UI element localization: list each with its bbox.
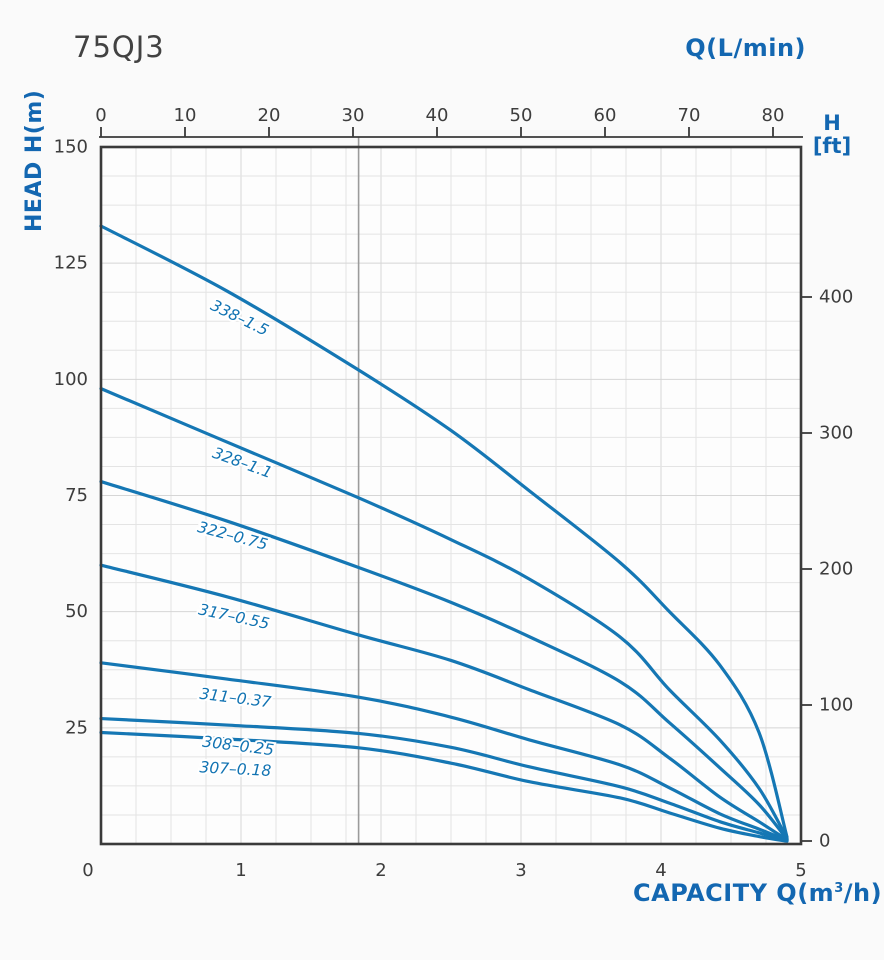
right-axis-title-line1: H [823,111,841,135]
svg-text:100: 100 [54,369,88,390]
left-axis: 150 125 100 75 50 25 [54,137,88,739]
bottom-axis-title-sup: 3 [834,881,844,896]
right-axis: 400 300 200 100 0 [801,287,853,852]
bottom-axis-title-suffix: /h) [843,879,883,907]
right-axis-title: H [ft] [808,112,856,158]
svg-text:200: 200 [819,559,853,580]
svg-text:0: 0 [95,105,106,126]
bottom-axis: 0 1 2 3 4 5 [82,860,806,881]
svg-text:5: 5 [795,860,806,881]
curve-338-1.5 [99,224,789,839]
svg-text:100: 100 [819,695,853,716]
svg-text:3: 3 [515,860,526,881]
svg-text:50: 50 [510,105,533,126]
svg-text:40: 40 [426,105,449,126]
right-axis-title-line2: [ft] [812,134,852,158]
svg-text:4: 4 [655,860,666,881]
svg-text:400: 400 [819,287,853,308]
svg-text:10: 10 [174,105,197,126]
curve-311-0.37 [99,661,789,842]
curve-308-0.25 [99,716,789,843]
svg-text:20: 20 [258,105,281,126]
svg-text:30: 30 [342,105,365,126]
svg-text:300: 300 [819,423,853,444]
svg-text:0: 0 [82,860,93,881]
svg-text:75: 75 [65,485,88,506]
svg-text:60: 60 [594,105,617,126]
svg-text:80: 80 [762,105,785,126]
svg-text:2: 2 [375,860,386,881]
pump-head-curves [99,224,789,843]
curve-317-0.55 [99,563,789,842]
top-axis-unit-label: Q(L/min) [685,34,806,62]
plot-border [99,145,803,846]
curve-label-307-0.18: 307–0.18 [199,758,272,780]
curve-322-0.75 [99,479,789,841]
svg-text:1: 1 [235,860,246,881]
svg-text:125: 125 [54,253,88,274]
bottom-axis-title: CAPACITY Q(m3/h) [633,879,882,907]
svg-text:0: 0 [819,831,830,852]
bottom-axis-title-prefix: CAPACITY Q(m [633,879,835,907]
curve-307-0.18 [99,730,789,843]
svg-text:150: 150 [54,137,88,158]
svg-text:50: 50 [65,601,88,622]
page-title: 75QJ3 [73,30,165,64]
top-axis: 0 10 20 30 40 50 60 70 80 [95,105,803,138]
svg-text:25: 25 [65,717,88,738]
curve-328-1.1 [99,387,789,841]
svg-text:70: 70 [678,105,701,126]
grid [101,147,801,844]
